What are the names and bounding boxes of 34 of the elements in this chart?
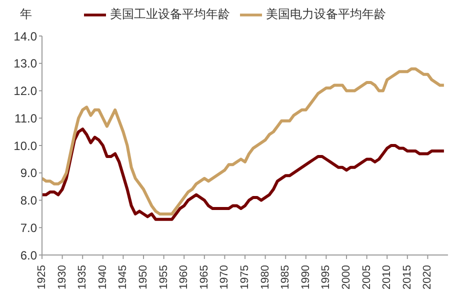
y-tick-label: 12.0	[14, 84, 38, 98]
y-axis-title: 年	[20, 6, 32, 23]
x-tick-label: 1950	[138, 265, 150, 290]
line-series	[42, 67, 446, 216]
x-tick-label: 1965	[198, 265, 210, 290]
x-tick-label: 2010	[381, 265, 394, 290]
x-tick-label: 1975	[239, 265, 251, 290]
x-tick-label: 1945	[117, 265, 130, 290]
x-tick-label: 2000	[340, 265, 352, 290]
x-tick-label: 1970	[218, 265, 231, 290]
y-tick-label: 14.0	[14, 29, 38, 44]
y-tick-label: 11.0	[14, 111, 38, 126]
x-tick-label: 1940	[96, 265, 109, 290]
x-tick-label: 1980	[259, 265, 272, 290]
x-tick-label: 1990	[300, 265, 312, 290]
y-tick-label: 13.0	[14, 56, 38, 71]
x-tick-label: 2015	[401, 265, 414, 290]
y-tick-label: 9.0	[20, 166, 38, 180]
x-tick-label: 2020	[422, 265, 434, 290]
x-tick-label: 1960	[178, 265, 190, 290]
y-tick-label: 7.0	[20, 220, 38, 235]
y-tick-label: 8.0	[20, 194, 38, 208]
x-tick-label: 1925	[36, 265, 48, 290]
line-series	[42, 128, 446, 221]
y-tick-label: 10.0	[14, 138, 38, 153]
x-tick-label: 1935	[76, 265, 89, 290]
x-tick-label: 1955	[158, 265, 170, 290]
x-tick-label: 1995	[320, 265, 332, 290]
x-tick-label: 1985	[280, 265, 292, 290]
x-tick-label: 2005	[360, 265, 373, 290]
legend-label: 美国工业设备平均年龄	[110, 7, 230, 22]
legend-label: 美国电力设备平均年龄	[266, 7, 386, 22]
x-tick-label: 1930	[56, 265, 68, 290]
y-tick-label: 6.0	[20, 248, 38, 262]
